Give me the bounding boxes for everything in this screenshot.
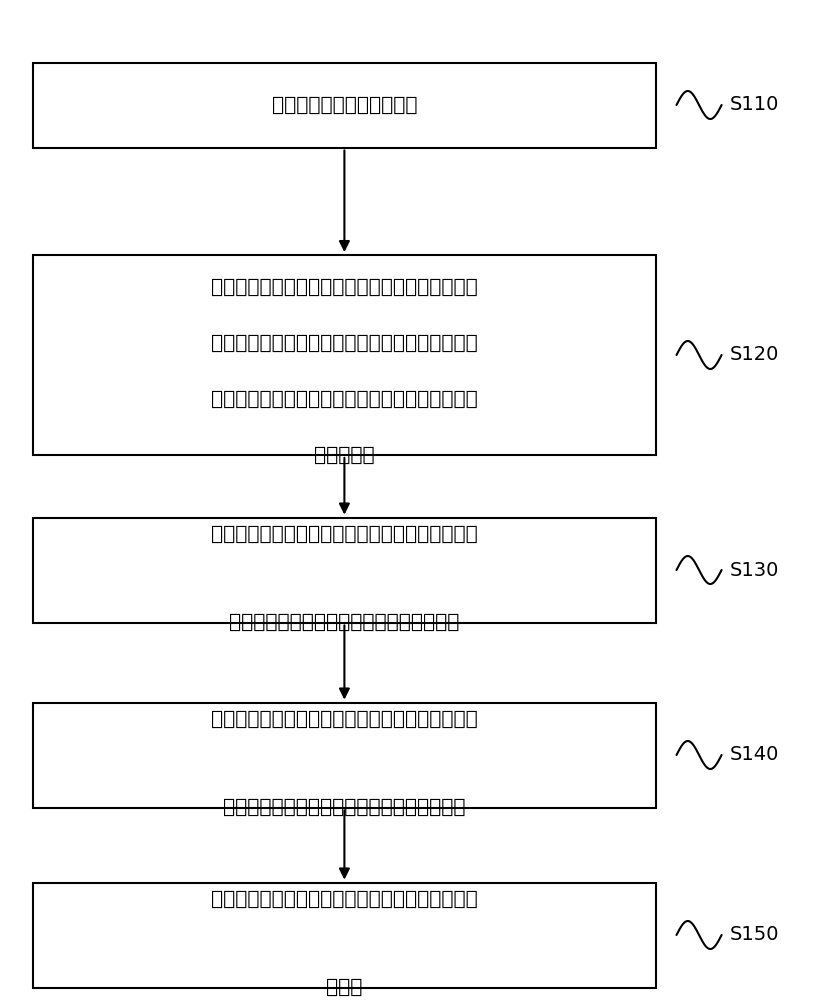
Bar	[33, 518, 655, 622]
Text: 和第二被乘数的字节量和每个基本计算单元的计算: 和第二被乘数的字节量和每个基本计算单元的计算	[210, 389, 477, 408]
Bar	[33, 883, 655, 988]
Text: 算单元，以得到每组输入参数的第一计算结果: 算单元，以得到每组输入参数的第一计算结果	[223, 798, 465, 817]
Bar	[33, 255, 655, 455]
Text: S110: S110	[729, 96, 778, 114]
Text: 根据第二乘数和第二被乘数生成至少两组输入参数: 根据第二乘数和第二被乘数生成至少两组输入参数	[210, 525, 477, 544]
Text: 字节量相等: 字节量相等	[314, 446, 374, 465]
Text: 将至少两组输入参数一一对应输入至少两个基本计: 将至少两组输入参数一一对应输入至少两个基本计	[210, 710, 477, 729]
Text: S120: S120	[729, 346, 778, 364]
Text: 获取第一乘数和第一被乘数: 获取第一乘数和第一被乘数	[271, 96, 417, 114]
Text: S130: S130	[729, 560, 778, 580]
Text: 根据第一计算结果确认第一乘数和第一被乘数的乘: 根据第一计算结果确认第一乘数和第一被乘数的乘	[210, 890, 477, 909]
Text: 法结果: 法结果	[326, 978, 362, 997]
Bar	[33, 62, 655, 147]
Bar	[33, 702, 655, 808]
Text: S150: S150	[729, 926, 778, 944]
Text: 个第二乘数以及一个或多个第二被乘数，第二乘数: 个第二乘数以及一个或多个第二被乘数，第二乘数	[210, 334, 477, 353]
Text: 对第一乘数和第一被乘数进行拆分以得到一个或多: 对第一乘数和第一被乘数进行拆分以得到一个或多	[210, 277, 477, 296]
Text: ，每组输入参数包括第二乘数和第二被乘数: ，每组输入参数包括第二乘数和第二被乘数	[229, 613, 459, 632]
Text: S140: S140	[729, 746, 778, 764]
